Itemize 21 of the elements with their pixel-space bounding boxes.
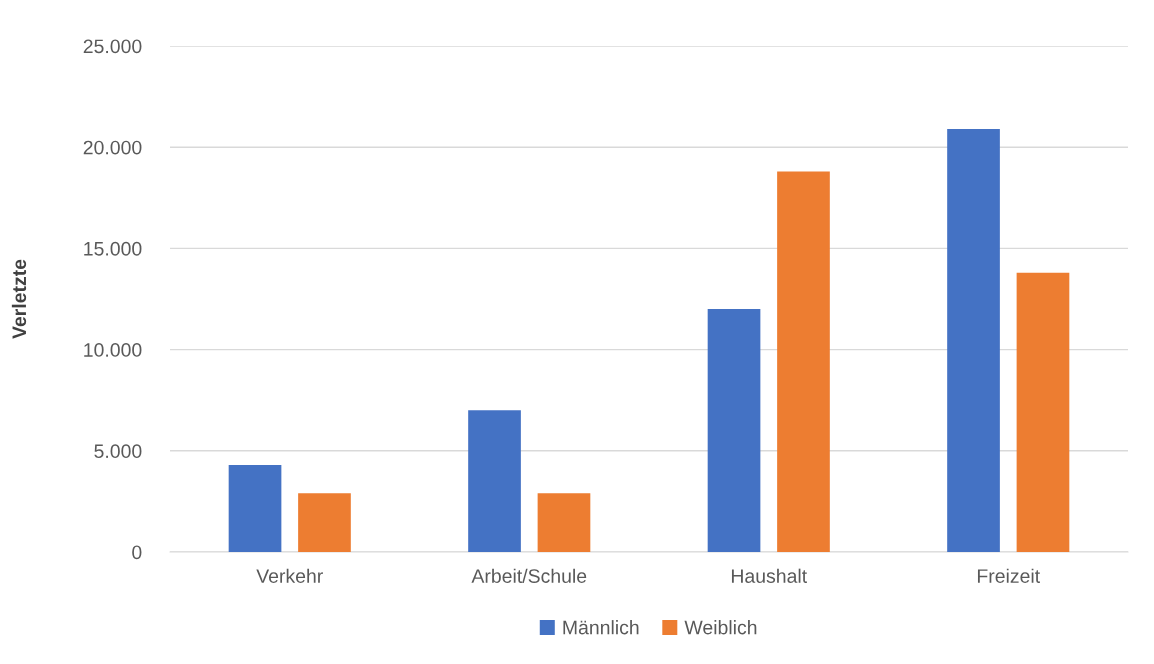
y-tick-label: 25.000 <box>83 39 142 54</box>
x-tick-label: Haushalt <box>731 568 807 583</box>
bar <box>707 309 761 552</box>
bar <box>947 128 1000 552</box>
y-tick-label: 15.000 <box>84 241 142 256</box>
bar <box>777 171 830 552</box>
bar <box>468 410 521 552</box>
y-axis-title: Verletzte <box>11 259 27 339</box>
x-tick-label: Verkehr <box>256 568 323 583</box>
x-tick-label: Freizeit <box>977 568 1040 583</box>
bar <box>298 493 351 552</box>
y-tick-label: 20.000 <box>83 140 142 155</box>
y-tick-label: 0 <box>132 545 142 560</box>
y-tick-label: 5.000 <box>94 444 142 459</box>
bar <box>1016 272 1070 552</box>
legend-label: Weiblich <box>684 620 757 635</box>
bar <box>537 493 591 552</box>
legend-label: Männlich <box>563 620 639 635</box>
bar <box>228 464 282 552</box>
x-tick-label: Arbeit/Schule <box>471 568 587 583</box>
y-tick-label: 10.000 <box>84 343 142 357</box>
